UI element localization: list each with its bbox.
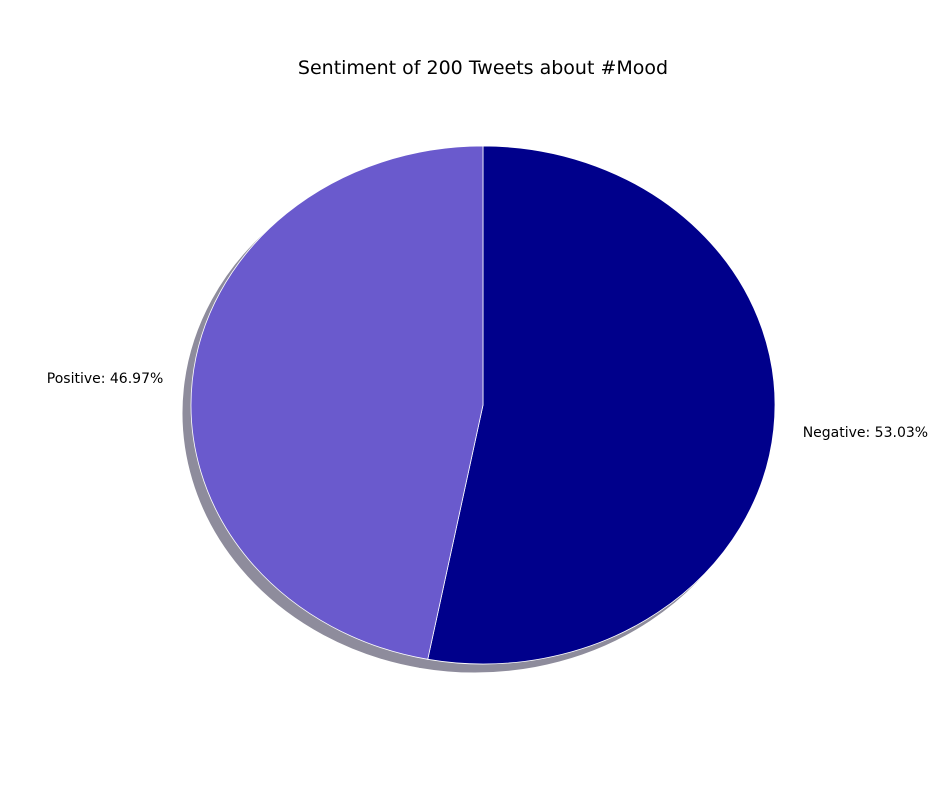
pie-slices (190, 145, 776, 665)
pie-label-negative: Negative: 53.03% (803, 425, 928, 441)
pie-label-positive: Positive: 46.97% (47, 371, 164, 387)
pie-labels: Negative: 53.03% Positive: 46.97% (47, 371, 928, 441)
pie-slice-negative (427, 145, 776, 665)
pie-slice-positive (190, 145, 484, 660)
chart-title: Sentiment of 200 Tweets about #Mood (298, 57, 668, 79)
